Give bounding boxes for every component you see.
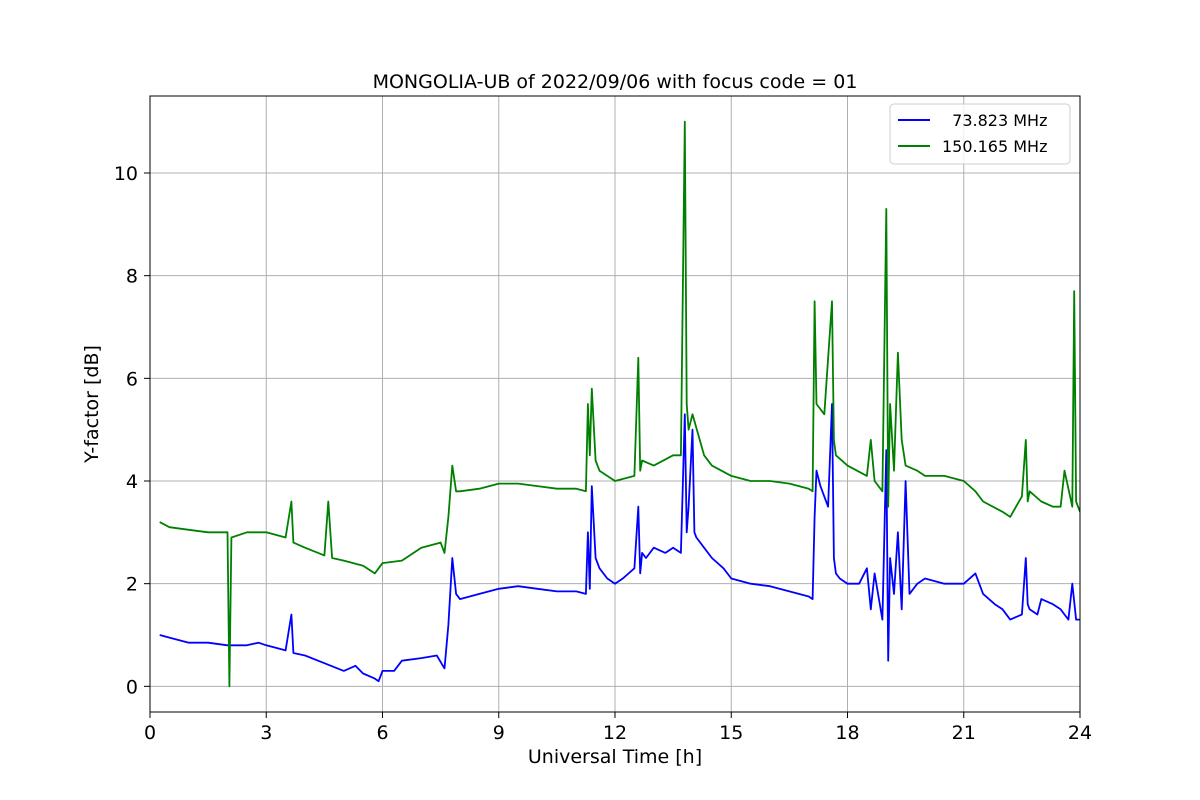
y-axis-label: Y-factor [dB]	[81, 345, 103, 464]
legend-label-0: 73.823 MHz	[942, 111, 1047, 130]
x-tick-label: 3	[260, 722, 272, 744]
legend-box	[889, 103, 1071, 165]
series-line-1	[159, 120, 1080, 688]
legend: 73.823 MHz 150.165 MHz	[889, 103, 1071, 165]
x-axis-label: Universal Time [h]	[528, 746, 702, 768]
x-tick-label: 0	[144, 722, 156, 744]
y-tick-label: 8	[126, 266, 138, 288]
y-tick-label: 10	[114, 163, 138, 185]
y-tick-label: 4	[126, 471, 138, 493]
chart-title: MONGOLIA-UB of 2022/09/06 with focus cod…	[373, 71, 858, 93]
x-tick-label: 21	[952, 722, 976, 744]
x-tick-label: 15	[719, 722, 743, 744]
series-line-0	[159, 403, 1080, 683]
x-tick-label: 12	[603, 722, 627, 744]
x-tick-label: 6	[376, 722, 388, 744]
x-tick-label: 9	[493, 722, 505, 744]
x-tick-label: 18	[835, 722, 859, 744]
y-tick-label: 2	[126, 574, 138, 596]
y-tick-label: 0	[126, 676, 138, 698]
legend-label-1: 150.165 MHz	[942, 137, 1047, 156]
y-tick-label: 6	[126, 368, 138, 390]
series-layer	[159, 120, 1080, 688]
x-tick-label: 24	[1068, 722, 1092, 744]
